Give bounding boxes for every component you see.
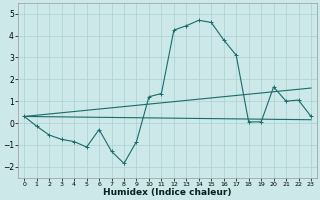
X-axis label: Humidex (Indice chaleur): Humidex (Indice chaleur) [103, 188, 232, 197]
